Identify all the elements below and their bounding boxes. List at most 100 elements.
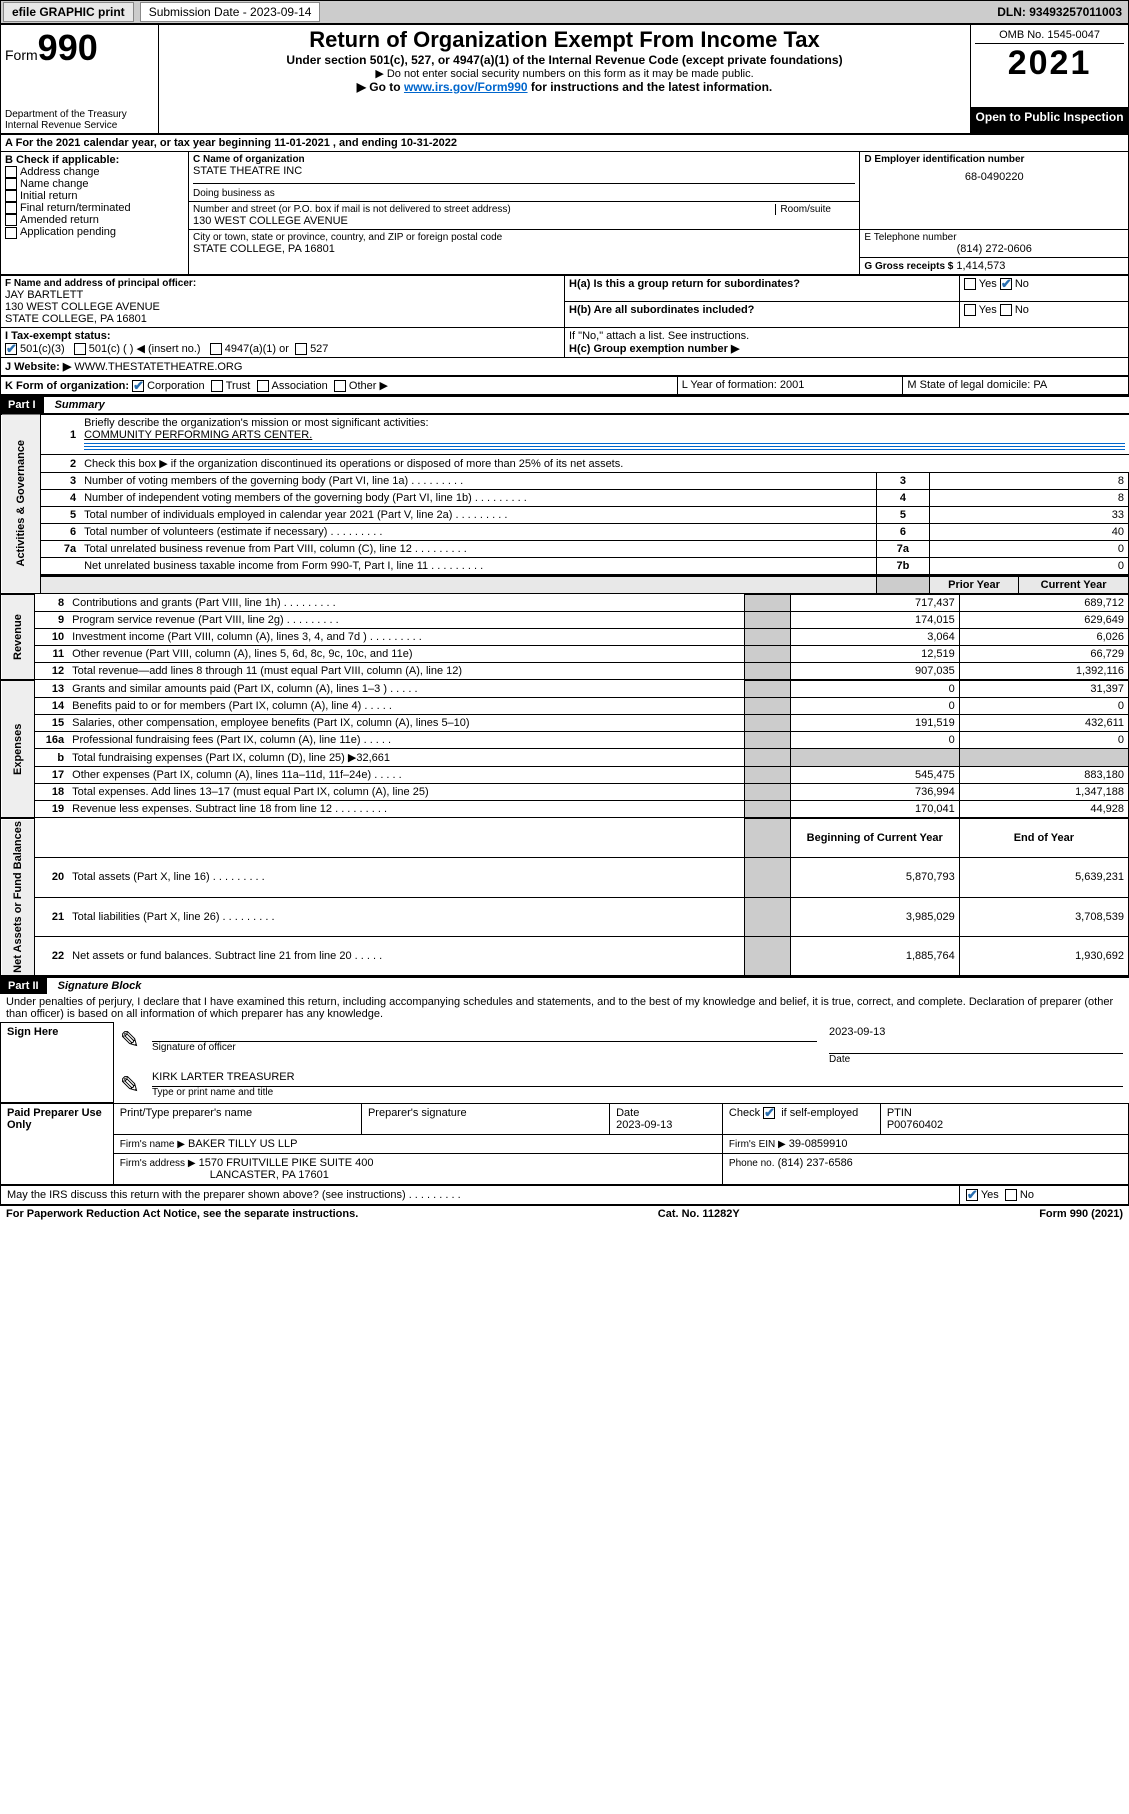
row-1-num: 1 [40, 414, 80, 455]
chk-amended[interactable]: Amended return [5, 214, 184, 226]
box-c-addr: Number and street (or P.O. box if mail i… [188, 202, 859, 230]
firm-addr2: LANCASTER, PA 17601 [120, 1169, 329, 1181]
firm-name-cell: Firm's name ▶ BAKER TILLY US LLP [113, 1135, 722, 1154]
signature-table: Sign Here ✎ Signature of officer 2023-09… [0, 1022, 1129, 1103]
box-ha: H(a) Is this a group return for subordin… [565, 276, 960, 302]
summary-table: Activities & Governance 1 Briefly descri… [0, 413, 1129, 594]
i-527-chk[interactable] [295, 343, 307, 355]
chk-name-change[interactable]: Name change [5, 178, 184, 190]
preparer-table: Paid Preparer Use Only Print/Type prepar… [0, 1103, 1129, 1185]
row-2-desc: Check this box ▶ if the organization dis… [80, 455, 1128, 473]
org-name: STATE THEATRE INC [193, 165, 855, 177]
discuss-no-chk[interactable] [1005, 1189, 1017, 1201]
side-netassets: Net Assets or Fund Balances [1, 819, 35, 976]
side-expenses: Expenses [1, 681, 35, 818]
goto-pre: ▶ Go to [357, 80, 404, 94]
period-text: For the 2021 calendar year, or tax year … [16, 137, 457, 149]
officer-sig-date: 2023-09-13 [829, 1026, 1123, 1038]
efile-print-button[interactable]: efile GRAPHIC print [3, 2, 134, 22]
officer-label: F Name and address of principal officer: [5, 278, 560, 289]
org-name-label: C Name of organization [193, 154, 855, 165]
gross-value: 1,414,573 [956, 260, 1005, 272]
dba-label: Doing business as [193, 188, 855, 199]
j-label: J Website: ▶ [5, 361, 71, 373]
prep-date-cell: Date 2023-09-13 [610, 1104, 723, 1135]
discuss-yes-chk[interactable] [966, 1189, 978, 1201]
box-g: G Gross receipts $ 1,414,573 [860, 258, 1129, 275]
title-cell: Return of Organization Exempt From Incom… [158, 25, 970, 134]
chk-app-pending[interactable]: Application pending [5, 226, 184, 238]
table-row: 21Total liabilities (Part X, line 26)3,9… [1, 897, 1129, 936]
box-c-name: C Name of organization STATE THEATRE INC… [188, 152, 859, 202]
end-year-hdr: End of Year [959, 819, 1128, 858]
table-row: 3Number of voting members of the governi… [1, 473, 1129, 490]
tax-period: A For the 2021 calendar year, or tax yea… [1, 135, 1129, 152]
i-label: I Tax-exempt status: [5, 330, 111, 342]
table-row: 4Number of independent voting members of… [1, 490, 1129, 507]
k-label: K Form of organization: [5, 380, 129, 392]
chk-initial-return[interactable]: Initial return [5, 190, 184, 202]
irs-link[interactable]: www.irs.gov/Form990 [404, 80, 528, 94]
table-row: 15Salaries, other compensation, employee… [1, 715, 1129, 732]
k-assoc-chk[interactable] [257, 380, 269, 392]
begin-year-hdr: Beginning of Current Year [790, 819, 959, 858]
self-emp-chk[interactable] [763, 1107, 775, 1119]
table-row: 9Program service revenue (Part VIII, lin… [1, 612, 1129, 629]
firm-addr1: 1570 FRUITVILLE PIKE SUITE 400 [199, 1157, 374, 1169]
hb-no-chk[interactable] [1000, 304, 1012, 316]
box-e: E Telephone number (814) 272-0606 [860, 230, 1129, 258]
irs-label: Internal Revenue Service [5, 120, 154, 131]
submission-date: Submission Date - 2023-09-14 [140, 2, 321, 22]
table-row: 16aProfessional fundraising fees (Part I… [1, 732, 1129, 749]
paperwork-notice: For Paperwork Reduction Act Notice, see … [6, 1208, 358, 1220]
i-4947-chk[interactable] [210, 343, 222, 355]
ptin-value: P00760402 [887, 1119, 943, 1131]
table-row: 10Investment income (Part VIII, column (… [1, 629, 1129, 646]
netassets-table: Net Assets or Fund Balances Beginning of… [0, 818, 1129, 976]
discuss-answer: Yes No [959, 1186, 1128, 1205]
firm-phone-cell: Phone no. (814) 237-6586 [722, 1154, 1128, 1185]
form-no-footer: Form 990 (2021) [1039, 1208, 1123, 1220]
table-row-16b: bTotal fundraising expenses (Part IX, co… [1, 749, 1129, 767]
q2-text: Check this box ▶ if the organization dis… [84, 458, 623, 470]
officer-addr2: STATE COLLEGE, PA 16801 [5, 313, 560, 325]
hb-yes-chk[interactable] [964, 304, 976, 316]
phone-label: E Telephone number [864, 232, 1124, 243]
gross-label: G Gross receipts $ [864, 261, 953, 272]
hb-answer: Yes No [959, 302, 1128, 328]
firm-ein: 39-0859910 [789, 1138, 848, 1150]
chk-address-change[interactable]: Address change [5, 166, 184, 178]
chk-final-return[interactable]: Final return/terminated [5, 202, 184, 214]
firm-phone: (814) 237-6586 [778, 1157, 853, 1169]
ha-no-chk[interactable] [1000, 278, 1012, 290]
expenses-table: Expenses 13Grants and similar amounts pa… [0, 680, 1129, 818]
omb-number: OMB No. 1545-0047 [975, 27, 1124, 44]
city-value: STATE COLLEGE, PA 16801 [193, 243, 855, 255]
current-year-hdr: Current Year [1019, 576, 1129, 594]
main-title: Return of Organization Exempt From Incom… [163, 27, 966, 53]
mission-label: Briefly describe the organization's miss… [84, 417, 428, 429]
ptin-cell: PTIN P00760402 [880, 1104, 1128, 1135]
i-501c3-chk[interactable] [5, 343, 17, 355]
firm-addr-cell: Firm's address ▶ 1570 FRUITVILLE PIKE SU… [113, 1154, 722, 1185]
box-k: K Form of organization: Corporation Trus… [1, 377, 678, 395]
k-other-chk[interactable] [334, 380, 346, 392]
k-corp-chk[interactable] [132, 380, 144, 392]
box-i: I Tax-exempt status: 501(c)(3) 501(c) ( … [1, 328, 565, 358]
row-2-num: 2 [40, 455, 80, 473]
paid-prep-label: Paid Preparer Use Only [1, 1104, 114, 1185]
row-1-desc: Briefly describe the organization's miss… [80, 414, 1128, 455]
sign-arrow-icon: ✎ [113, 1023, 146, 1068]
i-501c-chk[interactable] [74, 343, 86, 355]
dept-treasury: Department of the Treasury [5, 109, 154, 120]
fh-table: F Name and address of principal officer:… [0, 275, 1129, 376]
table-row: 12Total revenue—add lines 8 through 11 (… [1, 663, 1129, 680]
officer-sig-cell: Signature of officer [146, 1023, 823, 1068]
table-row: 7aTotal unrelated business revenue from … [1, 541, 1129, 558]
box-d: D Employer identification number 68-0490… [860, 152, 1129, 230]
ha-yes-chk[interactable] [964, 278, 976, 290]
box-m: M State of legal domicile: PA [903, 377, 1129, 395]
k-trust-chk[interactable] [211, 380, 223, 392]
part2-title: Signature Block [50, 980, 142, 992]
part1-header: Part I [0, 397, 44, 413]
